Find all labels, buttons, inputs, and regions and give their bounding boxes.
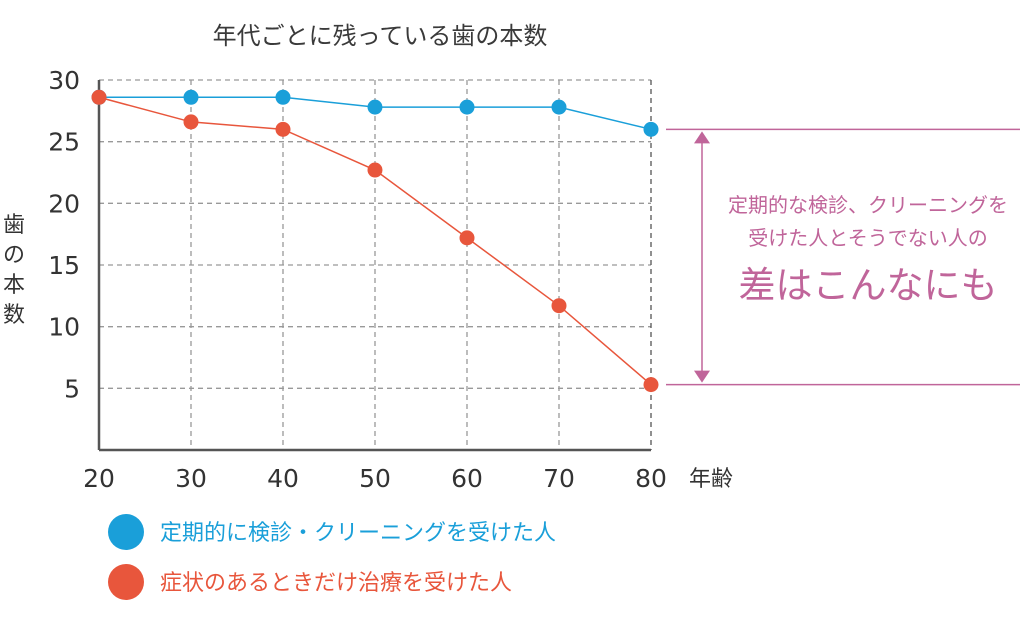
data-point-1 [367, 162, 383, 178]
y-tick-label: 25 [48, 128, 80, 157]
y-tick-label: 20 [48, 189, 80, 218]
grid [99, 79, 652, 450]
tick-labels: 5 10 15 20 25 30 20 30 40 50 60 70 80 [48, 66, 667, 493]
legend-label-0: 定期的に検診・クリーニングを受けた人 [160, 521, 556, 546]
series [91, 89, 659, 393]
x-tick-label: 40 [267, 464, 299, 493]
data-point-1 [459, 230, 475, 246]
x-tick-label: 70 [543, 464, 575, 493]
data-point-0 [459, 99, 475, 115]
x-tick-label: 20 [83, 464, 115, 493]
annotation-text-1: 定期的な検診、クリーニングを [728, 193, 1008, 217]
y-tick-label: 5 [64, 374, 80, 403]
y-tick-label: 30 [48, 66, 80, 95]
data-point-1 [643, 377, 659, 393]
annotation-arrow-head-down [694, 370, 710, 383]
data-point-1 [551, 298, 567, 314]
legend-marker-1 [108, 564, 144, 600]
legend-marker-0 [108, 514, 144, 550]
data-point-0 [643, 121, 659, 137]
data-point-0 [183, 89, 199, 105]
legend-label-1: 症状のあるときだけ治療を受けた人 [160, 571, 512, 596]
data-point-1 [183, 114, 199, 130]
chart-title: 年代ごとに残っている歯の本数 [213, 22, 548, 50]
x-tick-label: 80 [635, 464, 667, 493]
annotation-text-3: 差はこんなにも [739, 264, 998, 307]
x-axis-label: 年齢 [689, 467, 733, 492]
x-tick-label: 30 [175, 464, 207, 493]
data-point-1 [275, 121, 291, 137]
y-tick-label: 10 [48, 313, 80, 342]
data-point-0 [551, 99, 567, 115]
annotation-text-2: 受けた人とそうでない人の [748, 226, 987, 250]
data-point-0 [367, 99, 383, 115]
x-tick-label: 50 [359, 464, 391, 493]
data-point-0 [275, 89, 291, 105]
y-axis-label: 歯の本数 [3, 213, 25, 328]
data-point-1 [91, 89, 107, 105]
annotation-arrow-head-up [694, 131, 710, 144]
axes [97, 80, 651, 452]
y-tick-label: 15 [48, 251, 80, 280]
x-tick-label: 60 [451, 464, 483, 493]
